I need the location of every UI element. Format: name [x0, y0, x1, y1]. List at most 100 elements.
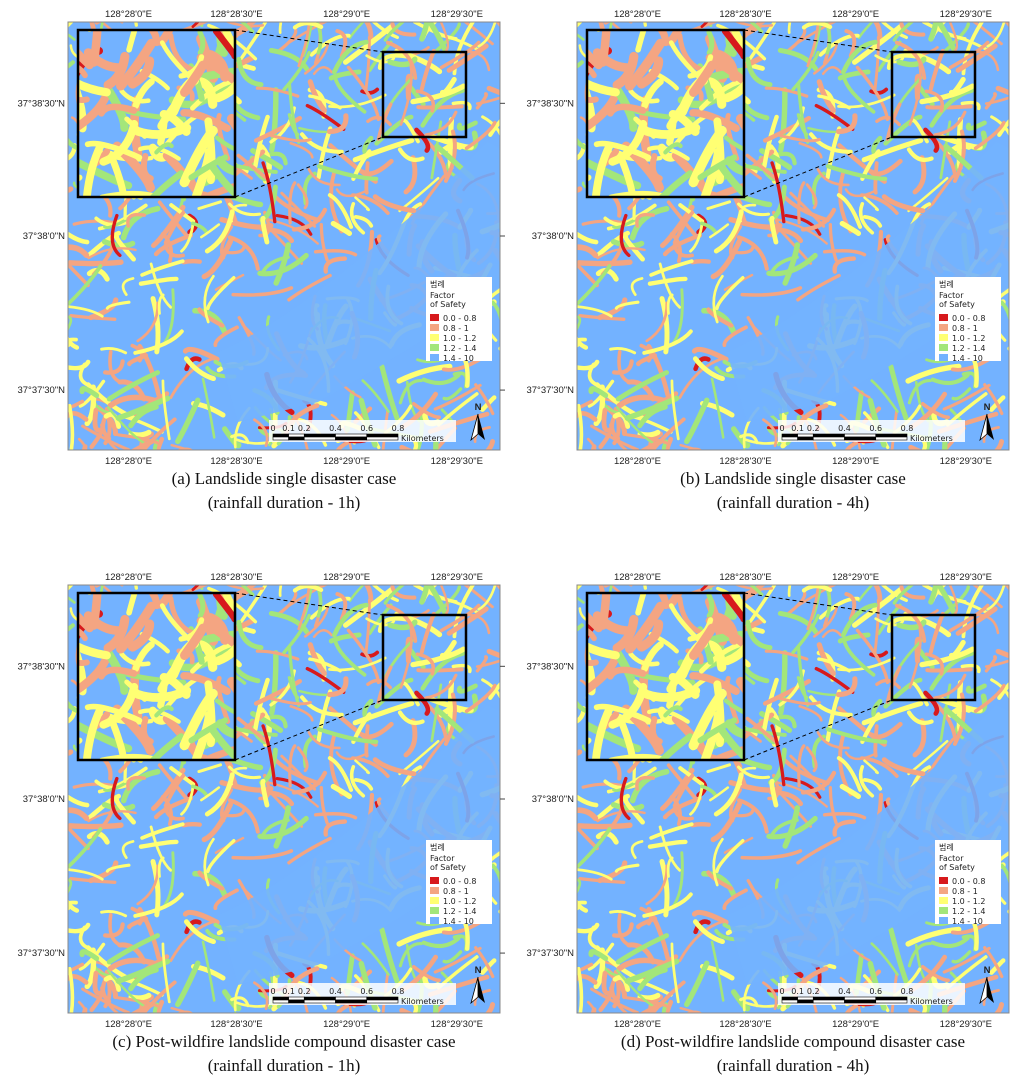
- terrain-stripe: [78, 158, 133, 190]
- terrain-stripe: [805, 183, 818, 210]
- terrain-stripe: [986, 585, 1006, 611]
- terrain-stripe: [642, 123, 701, 139]
- legend-subtitle: Factor: [939, 291, 964, 300]
- terrain-stripe: [942, 946, 991, 974]
- scale-tick-label: 0.2: [807, 987, 820, 996]
- scale-segment: [781, 433, 798, 438]
- terrain-stripe: [637, 967, 668, 992]
- terrain-stripe: [50, 194, 70, 202]
- terrain-stripe: [297, 22, 311, 68]
- terrain-stripe: [331, 602, 369, 638]
- terrain-stripe: [68, 749, 74, 756]
- terrain-stripe: [588, 949, 609, 961]
- terrain-stripe: [748, 22, 777, 61]
- inset-frame: [76, 28, 237, 199]
- terrain-stripe: [718, 727, 744, 760]
- terrain-stripe: [216, 30, 228, 57]
- terrain-stripe: [577, 33, 585, 41]
- terrain-stripe: [420, 651, 466, 691]
- terrain-stripe: [965, 683, 987, 694]
- scale-segment: [812, 996, 845, 1001]
- terrain-stripe: [677, 596, 704, 636]
- terrain-stripe: [839, 783, 862, 800]
- legend-label: 1.0 - 1.2: [443, 897, 476, 906]
- terrain-stripe: [863, 196, 879, 212]
- terrain-stripe: [335, 751, 369, 761]
- lat-label: 37°38'0"N: [23, 794, 65, 805]
- terrain-stripe: [157, 30, 174, 47]
- caption: (b) Landslide single disaster case: [680, 469, 906, 488]
- legend-swatch: [939, 887, 948, 894]
- terrain-stripe: [79, 949, 100, 961]
- terrain-stripe: [525, 839, 572, 840]
- terrain-stripe: [822, 249, 867, 257]
- terrain-stripe: [0, 466, 49, 471]
- terrain-stripe: [136, 864, 160, 906]
- terrain-stripe: [335, 441, 349, 450]
- terrain-stripe: [729, 243, 756, 255]
- legend-label: 0.0 - 0.8: [952, 877, 985, 886]
- terrain-stripe: [895, 460, 934, 468]
- terrain-stripe: [832, 256, 857, 274]
- terrain-stripe: [709, 223, 730, 239]
- terrain-stripe: [255, 649, 300, 661]
- terrain-stripe: [787, 585, 792, 598]
- terrain-stripe: [204, 772, 235, 817]
- terrain-stripe: [925, 667, 973, 673]
- terrain-stripe: [307, 731, 341, 750]
- terrain-stripe: [778, 650, 788, 716]
- caption: (rainfall duration - 1h): [208, 1056, 360, 1075]
- caption: (rainfall duration - 4h): [717, 493, 869, 512]
- terrain-stripe: [368, 603, 393, 635]
- terrain-stripe: [1, 643, 56, 656]
- terrain-stripe: [777, 48, 819, 72]
- terrain-stripe: [530, 349, 557, 377]
- terrain-stripe: [735, 676, 744, 695]
- terrain-stripe: [578, 876, 626, 885]
- terrain-stripe: [374, 677, 414, 709]
- terrain-stripe: [486, 85, 500, 96]
- scale-tick-label: 0.4: [329, 987, 342, 996]
- terrain-stripe: [300, 132, 344, 154]
- terrain-stripe: [379, 363, 401, 423]
- terrain-stripe: [646, 906, 670, 960]
- scale-segment: [844, 999, 877, 1004]
- terrain-stripe: [617, 912, 632, 948]
- terrain-stripe: [577, 700, 590, 714]
- terrain-stripe: [713, 772, 744, 817]
- legend-label: 0.8 - 1: [952, 324, 978, 333]
- terrain-stripe: [328, 69, 362, 81]
- terrain-stripe: [181, 259, 202, 265]
- caption: (rainfall duration - 4h): [717, 1056, 869, 1075]
- terrain-stripe: [353, 777, 374, 791]
- terrain-stripe: [68, 623, 75, 632]
- terrain-stripe: [149, 733, 185, 760]
- terrain-stripe: [607, 103, 647, 117]
- terrain-stripe: [197, 593, 206, 619]
- zoom-connector: [234, 29, 384, 53]
- terrain-stripe: [710, 940, 725, 1002]
- north-arrow: [478, 977, 485, 1003]
- terrain-stripe: [880, 22, 908, 40]
- terrain-stripe: [464, 120, 497, 150]
- terrain-stripe: [577, 973, 598, 985]
- lat-label: 37°38'30"N: [17, 661, 65, 672]
- terrain-stripe: [700, 585, 709, 592]
- terrain-stripe: [986, 22, 1006, 48]
- terrain-stripe: [670, 379, 680, 441]
- scale-segment: [335, 433, 368, 438]
- scale-tick-label: 0.8: [901, 424, 914, 433]
- terrain-stripe: [558, 335, 570, 363]
- legend-subtitle: of Safety: [939, 863, 975, 872]
- lon-label-top: 128°28'30"E: [210, 9, 262, 20]
- terrain-stripe: [225, 585, 265, 591]
- terrain-stripe: [269, 87, 279, 153]
- terrain-stripe: [253, 418, 269, 447]
- terrain-stripe: [236, 716, 270, 745]
- terrain-stripe: [82, 141, 105, 197]
- terrain-stripe: [796, 113, 809, 137]
